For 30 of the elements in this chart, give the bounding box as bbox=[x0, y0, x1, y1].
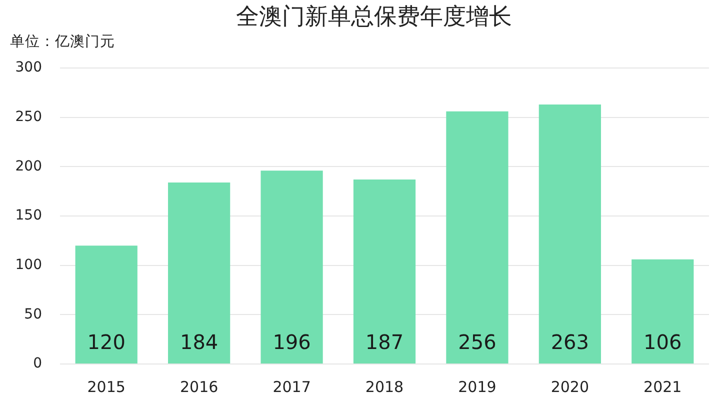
y-tick-label: 250 bbox=[15, 108, 42, 125]
chart-title: 全澳门新单总保费年度增长 bbox=[236, 4, 512, 30]
x-tick-label: 2021 bbox=[644, 378, 682, 396]
data-label: 196 bbox=[272, 330, 311, 354]
x-tick-label: 2020 bbox=[550, 378, 590, 396]
data-label: 263 bbox=[550, 330, 590, 354]
bar bbox=[260, 170, 323, 364]
y-axis-title: 单位：亿澳门元 bbox=[10, 32, 115, 50]
y-tick-label: 200 bbox=[15, 158, 42, 174]
y-tick-label: 100 bbox=[15, 256, 42, 273]
bar bbox=[75, 246, 138, 364]
x-tick-label: 2015 bbox=[87, 378, 126, 396]
bar bbox=[632, 259, 694, 364]
bar bbox=[446, 111, 508, 364]
bar bbox=[353, 179, 416, 364]
data-label: 256 bbox=[458, 330, 496, 354]
bar bbox=[168, 182, 230, 364]
y-tick-label: 0 bbox=[33, 356, 42, 372]
x-tick-label: 2017 bbox=[272, 378, 311, 396]
y-tick-label: 300 bbox=[15, 60, 42, 76]
data-label: 120 bbox=[87, 330, 126, 354]
x-tick-label: 2019 bbox=[458, 378, 496, 396]
bar bbox=[538, 104, 601, 364]
data-label: 187 bbox=[365, 330, 404, 354]
x-tick-label: 2018 bbox=[365, 378, 404, 396]
y-tick-label: 50 bbox=[24, 306, 42, 322]
data-label: 106 bbox=[644, 330, 682, 354]
data-label: 184 bbox=[180, 330, 218, 354]
x-tick-label: 2016 bbox=[180, 378, 218, 396]
y-tick-label: 150 bbox=[15, 208, 42, 224]
